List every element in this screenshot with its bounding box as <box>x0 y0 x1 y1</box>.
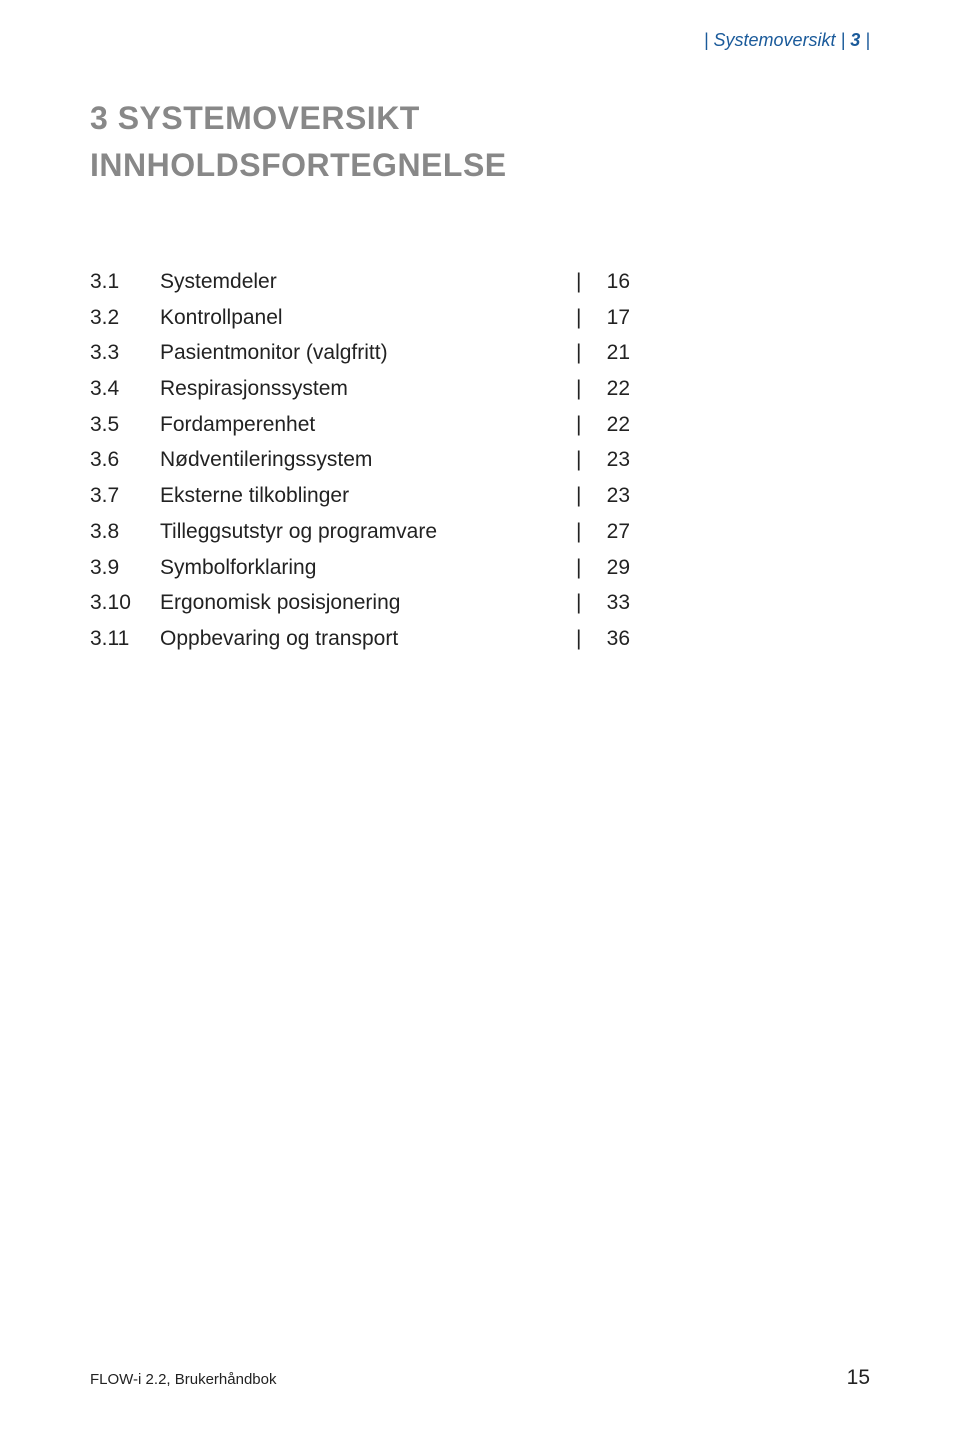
toc-entry-page: 22 <box>594 407 630 443</box>
running-header: | Systemoversikt | 3 | <box>704 30 870 51</box>
toc-entry-label: Respirasjonssystem <box>160 371 576 407</box>
table-of-contents: 3.1 Systemdeler | 16 3.2 Kontrollpanel |… <box>90 264 630 657</box>
toc-entry-sep: | <box>576 442 594 478</box>
toc-entry: 3.1 Systemdeler | 16 <box>90 264 630 300</box>
footer-doc-ref: FLOW-i 2.2, Brukerhåndbok <box>90 1371 276 1388</box>
toc-entry-sep: | <box>576 335 594 371</box>
footer-page-number: 15 <box>847 1366 870 1390</box>
toc-entry-sep: | <box>576 264 594 300</box>
toc-entry-label: Systemdeler <box>160 264 576 300</box>
toc-entry-label: Kontrollpanel <box>160 300 576 336</box>
page-footer: FLOW-i 2.2, Brukerhåndbok 15 <box>90 1366 870 1390</box>
header-section: Systemoversikt <box>714 30 836 50</box>
toc-entry: 3.4 Respirasjonssystem | 22 <box>90 371 630 407</box>
toc-entry-label: Nødventileringssystem <box>160 442 576 478</box>
toc-entry-number: 3.3 <box>90 335 160 371</box>
toc-entry-number: 3.4 <box>90 371 160 407</box>
toc-entry-number: 3.7 <box>90 478 160 514</box>
toc-entry-page: 23 <box>594 442 630 478</box>
toc-entry-page: 36 <box>594 621 630 657</box>
toc-entry-sep: | <box>576 585 594 621</box>
toc-entry: 3.5 Fordamperenhet | 22 <box>90 407 630 443</box>
header-sep: | <box>865 30 870 50</box>
toc-entry-page: 22 <box>594 371 630 407</box>
toc-entry: 3.2 Kontrollpanel | 17 <box>90 300 630 336</box>
header-sep: | <box>704 30 709 50</box>
toc-entry-label: Symbolforklaring <box>160 550 576 586</box>
document-page: | Systemoversikt | 3 | 3 SYSTEMOVERSIKT … <box>0 0 960 1430</box>
toc-entry-page: 17 <box>594 300 630 336</box>
toc-entry: 3.7 Eksterne tilkoblinger | 23 <box>90 478 630 514</box>
header-sep: | <box>841 30 846 50</box>
toc-entry: 3.3 Pasientmonitor (valgfritt) | 21 <box>90 335 630 371</box>
toc-entry: 3.9 Symbolforklaring | 29 <box>90 550 630 586</box>
toc-entry-number: 3.9 <box>90 550 160 586</box>
toc-entry-number: 3.8 <box>90 514 160 550</box>
toc-entry-sep: | <box>576 300 594 336</box>
toc-entry-label: Fordamperenhet <box>160 407 576 443</box>
toc-entry-sep: | <box>576 621 594 657</box>
toc-entry-sep: | <box>576 371 594 407</box>
toc-entry-sep: | <box>576 407 594 443</box>
toc-entry-page: 33 <box>594 585 630 621</box>
toc-entry-page: 23 <box>594 478 630 514</box>
toc-entry: 3.11 Oppbevaring og transport | 36 <box>90 621 630 657</box>
toc-heading: INNHOLDSFORTEGNELSE <box>90 147 870 184</box>
toc-entry-number: 3.11 <box>90 621 160 657</box>
toc-entry: 3.6 Nødventileringssystem | 23 <box>90 442 630 478</box>
toc-entry-number: 3.10 <box>90 585 160 621</box>
toc-entry-label: Tilleggsutstyr og programvare <box>160 514 576 550</box>
header-chapter-number: 3 <box>850 30 860 50</box>
toc-entry-number: 3.2 <box>90 300 160 336</box>
toc-entry-sep: | <box>576 550 594 586</box>
toc-entry-label: Ergonomisk posisjonering <box>160 585 576 621</box>
toc-entry-page: 27 <box>594 514 630 550</box>
toc-entry-page: 29 <box>594 550 630 586</box>
toc-entry-sep: | <box>576 478 594 514</box>
toc-entry-number: 3.6 <box>90 442 160 478</box>
toc-entry-label: Pasientmonitor (valgfritt) <box>160 335 576 371</box>
toc-entry-page: 21 <box>594 335 630 371</box>
toc-entry-label: Oppbevaring og transport <box>160 621 576 657</box>
toc-entry-label: Eksterne tilkoblinger <box>160 478 576 514</box>
toc-entry-number: 3.5 <box>90 407 160 443</box>
toc-entry: 3.8 Tilleggsutstyr og programvare | 27 <box>90 514 630 550</box>
toc-entry: 3.10 Ergonomisk posisjonering | 33 <box>90 585 630 621</box>
chapter-title: 3 SYSTEMOVERSIKT <box>90 100 870 137</box>
toc-entry-sep: | <box>576 514 594 550</box>
toc-entry-page: 16 <box>594 264 630 300</box>
toc-entry-number: 3.1 <box>90 264 160 300</box>
